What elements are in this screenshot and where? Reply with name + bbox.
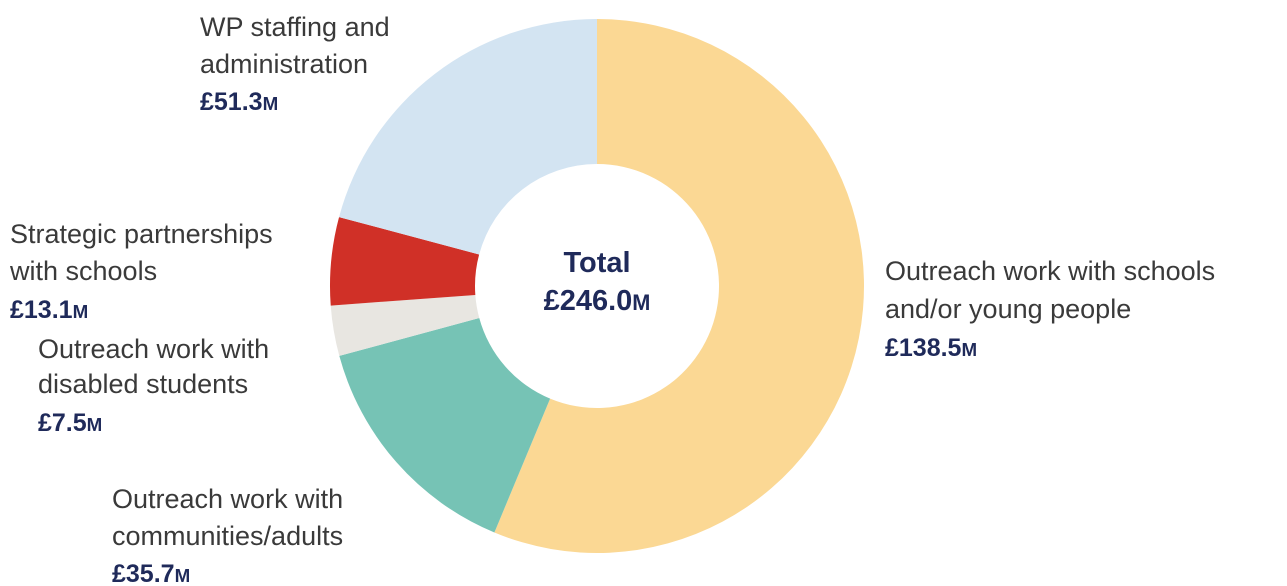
donut-slice [330,217,480,306]
slice-label: Strategic partnerships [10,219,273,249]
slice-label: administration [200,49,368,79]
slice-label: Outreach work with [112,484,343,514]
value-label: £138.5M [885,334,977,362]
slice-label: with schools [9,256,157,286]
donut-slice [339,317,551,533]
donut-slice [494,19,865,553]
value-label: £13.1M [10,296,88,324]
center-title: Total [563,247,630,279]
slice-label: and/or young people [885,294,1131,324]
slice-label: Outreach work with schools [885,256,1215,286]
donut-slice [330,294,480,356]
slice-label: Outreach work with [38,334,269,364]
slice-label: communities/adults [112,521,343,551]
slice-label: disabled students [38,369,248,399]
value-label: £7.5M [38,409,102,437]
slice-label: WP staffing and [200,12,390,42]
center-total: £246.0M [544,285,651,317]
value-label: £51.3M [200,88,278,116]
value-label: £35.7M [112,560,190,586]
donut-slice [339,19,597,255]
